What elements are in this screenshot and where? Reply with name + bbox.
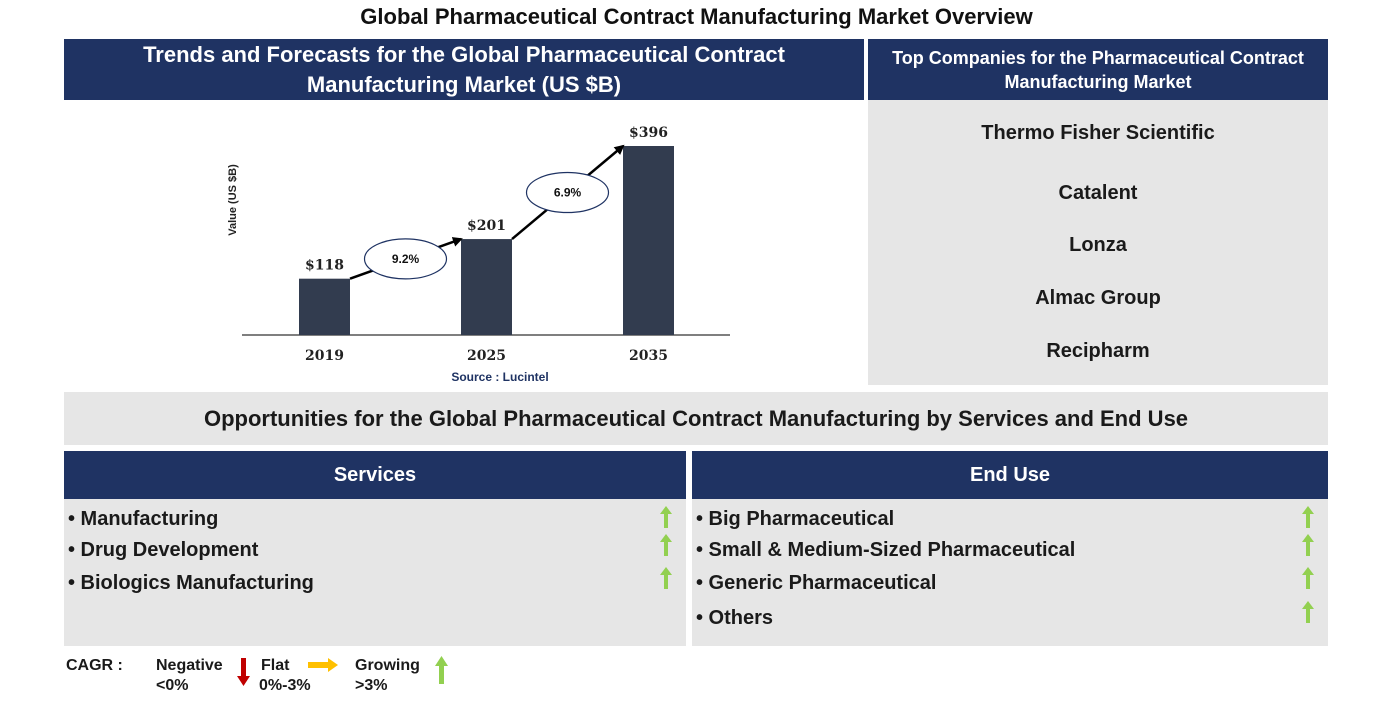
bar-value-label: $201 [467,218,506,234]
green-up-arrow-icon [660,506,672,528]
end-use-item: • Big Pharmaceutical [696,508,895,530]
x-tick-label: 2019 [305,348,344,364]
company-item: Lonza [1069,234,1127,256]
end-use-header: End Use [692,451,1328,499]
green-up-arrow-icon [1302,506,1314,528]
cagr-label: 6.9% [554,186,582,200]
green-up-arrow-icon [435,656,448,684]
cagr-label: 9.2% [392,252,420,266]
bar-value-label: $396 [629,125,668,141]
x-tick-label: 2035 [629,348,668,364]
green-up-arrow-icon [660,567,672,589]
x-tick-label: 2025 [467,348,506,364]
bar-value-label: $118 [305,258,344,274]
end-use-item: • Generic Pharmaceutical [696,572,937,594]
cagr-ellipse [525,171,610,214]
services-item: • Biologics Manufacturing [68,572,314,594]
cagr-legend-label: CAGR : [66,657,123,674]
end-use-item: • Others [696,607,774,629]
company-item: Recipharm [1046,340,1150,362]
legend-growing-name: Growing [355,657,420,674]
page-title: Global Pharmaceutical Contract Manufactu… [360,4,1033,29]
opportunities-heading: Opportunities for the Global Pharmaceuti… [64,392,1328,445]
trends-panel-header: Trends and Forecasts for the Global Phar… [64,39,864,100]
legend-negative-name: Negative [156,657,223,674]
trends-panel-title: Trends and Forecasts for the Global Phar… [143,41,785,97]
companies-list: Thermo Fisher Scientific Catalent Lonza … [868,100,1328,385]
bar-2019 [299,278,350,335]
green-up-arrow-icon [1302,534,1314,556]
companies-panel-header: Top Companies for the Pharmaceutical Con… [868,39,1328,100]
company-item: Almac Group [1035,287,1161,309]
yellow-right-arrow-icon [308,658,338,672]
legend-flat-range: 0%-3% [259,677,311,694]
legend-negative-range: <0% [156,677,189,694]
y-axis-label: Value (US $B) [227,164,239,236]
green-up-arrow-icon [1302,601,1314,623]
green-up-arrow-icon [660,534,672,556]
chart-source: Source : Lucintel [451,370,548,384]
services-header: Services [64,451,686,499]
cagr-ellipse [363,238,448,280]
red-down-arrow-icon [237,658,250,686]
bar-2035 [623,146,674,335]
services-item: • Drug Development [68,539,259,561]
end-use-item: • Small & Medium-Sized Pharmaceutical [696,539,1076,561]
services-item: • Manufacturing [68,508,219,530]
company-item: Catalent [1058,182,1138,204]
end-use-list: • Big Pharmaceutical • Small & Medium-Si… [692,499,1328,646]
legend-growing-range: >3% [355,677,388,694]
companies-panel-title: Top Companies for the Pharmaceutical Con… [892,47,1304,92]
services-list: • Manufacturing • Drug Development • Bio… [64,499,686,646]
bar-2025 [461,239,512,335]
legend-flat-name: Flat [261,657,290,674]
green-up-arrow-icon [1302,567,1314,589]
company-item: Thermo Fisher Scientific [981,122,1215,144]
market-bar-chart: Value (US $B) $118 2019 $201 2025 $396 2035 9… [227,125,730,384]
